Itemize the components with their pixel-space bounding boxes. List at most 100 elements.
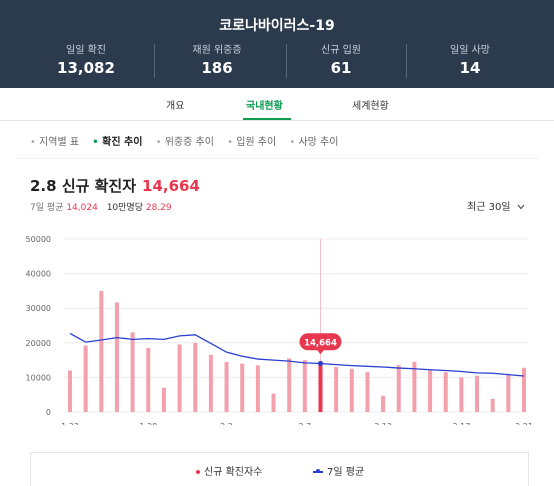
bar [365,372,370,412]
bar [287,358,292,412]
bullet-icon: • [30,137,36,148]
x-tick-label: 2.12 [374,422,392,425]
bar [522,367,526,412]
tab-overview[interactable]: 개요 [166,101,185,112]
stat-label: 일일 사망 [450,45,490,56]
bar [396,365,401,412]
bullet-icon: • [155,137,162,148]
bar [240,363,245,412]
y-tick-label: 10000 [26,373,51,382]
stat-label: 재원 위중증 [192,45,242,56]
chevron-down-icon [517,204,525,210]
bar [381,395,386,412]
avg-label: 7일 평균 [30,203,64,213]
bar [161,387,166,412]
page-title: 코로나바이러스-19 [219,18,335,34]
tooltip-bubble [299,333,342,351]
bar [490,398,495,412]
stat-new-admission: 신규 입원 61 [272,41,410,77]
bar [83,345,88,412]
per100k-label: 10만명당 [106,203,143,213]
x-tick-label: 1.23 [61,422,79,425]
per100k-value: 28.29 [145,203,172,213]
subtab-confirmed-trend[interactable]: • 확진 추이 [92,137,142,148]
bar [318,361,323,412]
subtab-region-table[interactable]: • 지역별 표 [30,137,79,148]
bar [302,360,307,412]
main-tabs: 개요 국내현황 세계현황 [0,88,554,121]
subtab-admission-trend[interactable]: • 입원 추이 [227,137,276,148]
bar [177,344,182,412]
active-tab-indicator [243,118,291,120]
bar [68,370,72,412]
tooltip-value: 14,664 [304,338,337,348]
bar [271,393,276,412]
subtab-label: 사망 추이 [298,137,339,148]
subtab-label: 위중증 추이 [164,137,214,148]
subtab-death-trend[interactable]: • 사망 추이 [289,137,338,148]
section-divider [16,158,538,159]
y-tick-label: 30000 [26,304,51,313]
bar [99,290,104,412]
chart-title-text: 신규 확진자 [61,177,137,195]
stat-value: 14 [459,59,481,77]
bar [208,354,213,412]
legend-item-bars: 신규 확진자수 [196,463,262,478]
bar [130,332,135,412]
bullet-icon: • [227,137,234,148]
chart-sub-stats: 7일 평균 14,024 10만명당 28.29 [30,200,172,213]
legend-label: 신규 확진자수 [204,467,263,478]
range-select[interactable]: 최근 30일 [467,198,525,213]
bullet-icon: • [289,137,296,148]
chart-date: 2.8 [30,177,57,195]
tab-global[interactable]: 세계현황 [352,101,389,112]
stat-label: 일일 확진 [66,45,106,56]
legend-label: 7일 평균 [327,467,365,478]
bar [443,372,448,412]
bar [412,361,417,412]
subtab-label: 입원 추이 [236,137,277,148]
subtab-critical-trend[interactable]: • 위중증 추이 [156,137,214,148]
bar [506,373,511,412]
subtab-label: 지역별 표 [39,137,80,148]
stat-daily-deaths: 일일 사망 14 [401,41,539,77]
stat-value: 61 [330,59,352,77]
bar [146,347,151,412]
avg-point [317,360,323,366]
stat-critical: 재원 위중증 186 [148,41,286,77]
bar [224,361,229,412]
stat-divider [406,44,407,78]
chart-title-value: 14,664 [142,177,200,195]
stat-value: 186 [201,59,233,77]
stat-value: 13,082 [57,59,115,77]
x-tick-label: 2.21 [515,422,533,425]
legend-item-avg: 7일 평균 [313,463,364,478]
stat-daily-confirmed: 일일 확진 13,082 [17,41,155,77]
x-tick-label: 2.17 [452,422,470,425]
y-tick-label: 50000 [26,235,51,244]
subtab-label: 확진 추이 [102,137,143,148]
x-tick-label: 2.7 [298,422,311,425]
tab-domestic[interactable]: 국내현황 [246,101,283,112]
chart-title: 2.8 신규 확진자 14,664 [30,175,200,196]
bar [255,365,260,412]
tooltip-pointer [316,349,325,355]
bar [428,370,433,412]
bar [475,375,480,412]
stat-divider [286,44,287,78]
avg-line [69,332,525,377]
legend-dot-icon [196,470,200,474]
bar [349,368,354,412]
y-tick-label: 0 [46,408,51,417]
range-select-label: 최근 30일 [467,202,511,213]
x-tick-label: 2.2 [220,422,233,425]
x-tick-label: 1.28 [139,422,157,425]
avg-value: 14,024 [66,203,98,213]
chart-legend: 신규 확진자수 7일 평균 [30,452,529,486]
y-tick-label: 20000 [26,339,51,348]
bar [193,342,198,412]
sub-tabs: • 지역별 표 • 확진 추이 • 위중증 추이 • 입원 추이 • 사망 추이 [30,133,348,148]
summary-header: 코로나바이러스-19 일일 확진 13,082 재원 위중증 186 신규 입원… [0,0,554,88]
legend-line-icon [313,469,323,473]
bullet-icon: • [92,137,99,148]
